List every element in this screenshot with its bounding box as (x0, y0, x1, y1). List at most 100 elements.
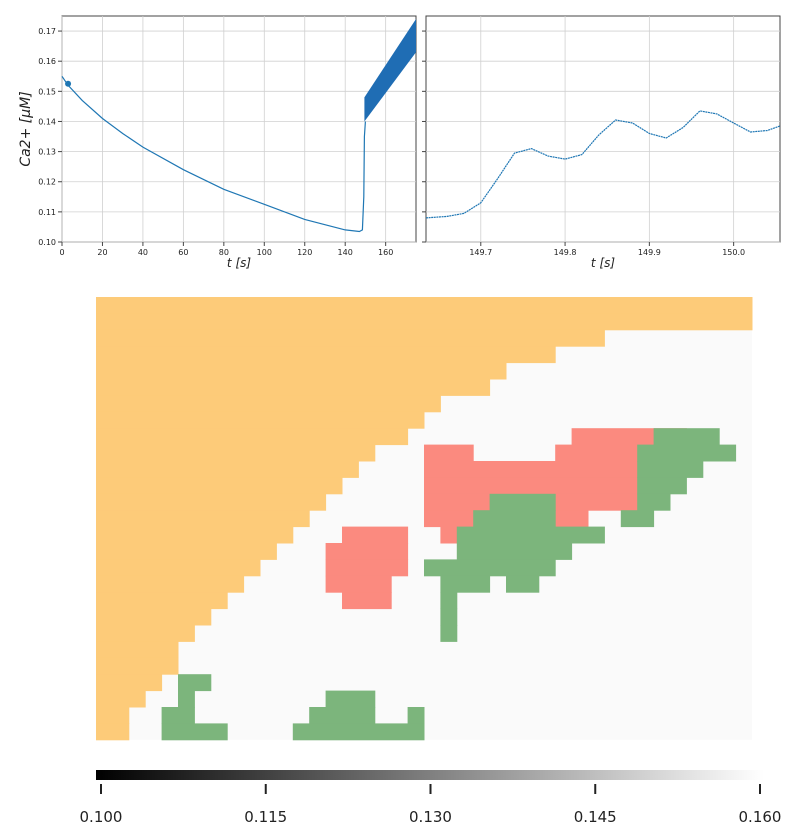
left-plot: 0 20 40 60 80 100 120 140 160 0.100.110.120.130.… (18, 15, 417, 270)
green-region-cells (309, 707, 376, 724)
left-start-marker (65, 80, 72, 87)
orange-region-row (96, 493, 327, 511)
right-plot-frame (425, 15, 781, 243)
right-x-label: t [s] (591, 256, 615, 270)
left-y-label: Ca2+ [μM] (18, 91, 34, 166)
left-series-line (61, 75, 366, 233)
right-plot: 149.7 149.8 149.9 150.0 t [s] (422, 15, 781, 270)
green-region-cells (440, 608, 458, 626)
green-region-cells (456, 526, 605, 544)
grid-map-cells (96, 297, 753, 741)
orange-region-row (96, 461, 359, 478)
orange-region-row (96, 313, 753, 331)
green-region-cells (178, 690, 195, 708)
orange-region-row (96, 526, 294, 544)
right-x-tick-label: 149.9 (638, 248, 661, 257)
red-region-cells (325, 543, 409, 560)
right-x-ticks: 149.7 149.8 149.9 150.0 (469, 242, 745, 257)
green-region-cells (620, 510, 655, 528)
green-region-cells (473, 510, 556, 528)
right-x-tick-label: 149.8 (554, 248, 577, 257)
colorbar: 0.100 0.115 0.130 0.145 0.160 (80, 770, 782, 826)
grid-map (96, 297, 753, 741)
green-region-cells (637, 493, 671, 511)
green-region-cells (440, 592, 458, 610)
left-y-tick-label: 0.12 (38, 178, 56, 187)
left-y-tick-label: 0.14 (38, 117, 56, 126)
left-x-tick-label: 60 (178, 248, 188, 257)
red-region-cells (342, 592, 392, 610)
right-series-line (425, 110, 781, 219)
green-region-cells (440, 625, 458, 642)
green-region-cells (637, 461, 704, 478)
green-region-cells (489, 493, 556, 511)
left-y-tick-label: 0.16 (38, 57, 56, 66)
orange-region-row (96, 379, 491, 396)
red-region-cells (555, 444, 655, 462)
time-series-figure: 0 20 40 60 80 100 120 140 160 0.100.110.120.130.… (18, 15, 781, 270)
orange-region-row (96, 707, 130, 724)
red-region-cells (424, 461, 638, 478)
left-x-tick-label: 40 (138, 248, 148, 257)
colorbar-tick-label: 0.145 (574, 808, 617, 826)
colorbar-ticks: 0.100 0.115 0.130 0.145 0.160 (80, 784, 782, 826)
green-region-cells (506, 575, 540, 593)
orange-region-row (96, 608, 212, 626)
green-region-cells (407, 707, 425, 724)
left-x-tick-label: 120 (297, 248, 312, 257)
red-region-cells (424, 444, 474, 462)
left-y-tick-label: 0.15 (38, 87, 56, 96)
green-region-cells (424, 559, 556, 577)
green-region-cells (161, 723, 228, 741)
colorbar-tick-label: 0.130 (409, 808, 452, 826)
right-x-tick-label: 149.7 (469, 248, 492, 257)
green-region-cells (292, 723, 425, 741)
orange-region-row (96, 346, 556, 364)
orange-region-row (96, 657, 179, 675)
orange-region-row (96, 723, 130, 741)
left-x-ticks: 0 20 40 60 80 100 120 140 160 (59, 242, 393, 257)
red-region-cells (325, 575, 392, 593)
right-x-tick-label: 150.0 (722, 248, 745, 257)
green-region-cells (325, 690, 376, 708)
red-region-cells (424, 477, 638, 495)
right-y-ticks (422, 30, 426, 243)
green-region-cells (637, 444, 737, 462)
orange-region-row (96, 329, 605, 347)
green-region-cells (637, 477, 687, 495)
left-x-tick-label: 20 (97, 248, 107, 257)
red-region-cells (342, 526, 409, 544)
colorbar-gradient (96, 770, 764, 780)
left-x-tick-label: 0 (59, 248, 64, 257)
orange-region-row (96, 395, 441, 413)
left-y-tick-label: 0.11 (38, 208, 56, 217)
orange-region-row (96, 559, 261, 577)
colorbar-tick-label: 0.115 (244, 808, 287, 826)
left-y-tick-label: 0.17 (38, 27, 56, 36)
orange-region-row (96, 592, 228, 610)
orange-region-row (96, 641, 179, 659)
orange-region-row (96, 510, 310, 528)
orange-region-row (96, 674, 163, 692)
orange-region-row (96, 297, 753, 314)
orange-region-row (96, 411, 425, 429)
left-x-tick-label: 140 (338, 248, 353, 257)
orange-region-row (96, 625, 195, 642)
green-region-cells (456, 543, 573, 560)
colorbar-tick-label: 0.160 (739, 808, 782, 826)
orange-region-row (96, 444, 376, 462)
left-y-tick-label: 0.10 (38, 238, 56, 247)
green-region-cells (653, 428, 720, 446)
orange-region-row (96, 575, 245, 593)
left-y-tick-label: 0.13 (38, 148, 56, 157)
left-oscillation-band (364, 19, 416, 122)
left-y-ticks: 0.10 0.11 0.12 0.13 0.14 0.15 0.16 0.17 (38, 27, 62, 247)
left-x-tick-label: 80 (219, 248, 229, 257)
red-region-cells (325, 559, 409, 577)
orange-region-row (96, 428, 409, 446)
right-grid (426, 16, 780, 243)
orange-region-row (96, 362, 507, 380)
left-x-label: t [s] (227, 256, 251, 270)
orange-region-row (96, 477, 343, 495)
green-region-cells (440, 575, 491, 593)
